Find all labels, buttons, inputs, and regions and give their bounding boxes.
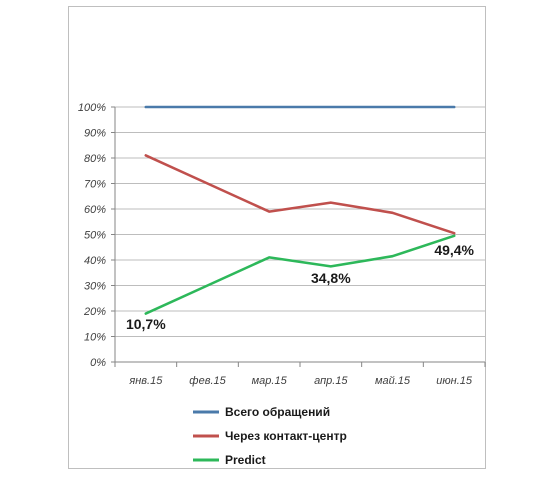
- series-line-3: [144, 234, 456, 315]
- data-label: 34,8%: [311, 270, 351, 286]
- series-line-2: [144, 154, 456, 235]
- y-tick-label: 40%: [84, 255, 106, 267]
- x-tick-label: апр.15: [314, 375, 348, 387]
- y-tick-label: 0%: [90, 357, 106, 369]
- y-tick-label: 90%: [84, 128, 106, 140]
- y-tick-label: 70%: [84, 179, 106, 191]
- data-label: 10,7%: [126, 316, 166, 332]
- legend-label: Через контакт-центр: [225, 429, 347, 443]
- y-tick-label: 50%: [84, 230, 106, 242]
- y-tick-label: 60%: [84, 204, 106, 216]
- x-tick-label: янв.15: [128, 375, 163, 387]
- chart-frame: [68, 6, 486, 469]
- legend-label: Всего обращений: [225, 405, 330, 419]
- y-tick-label: 30%: [84, 281, 106, 293]
- x-tick-label: фев.15: [189, 375, 226, 387]
- x-tick-label: июн.15: [436, 375, 473, 387]
- y-tick-label: 80%: [84, 153, 106, 165]
- y-tick-label: 20%: [83, 306, 106, 318]
- y-tick-label: 100%: [78, 102, 106, 114]
- legend-label: Predict: [225, 453, 266, 467]
- data-label: 49,4%: [434, 242, 474, 258]
- y-tick-label: 10%: [84, 332, 106, 344]
- x-tick-label: май.15: [375, 375, 411, 387]
- x-tick-label: мар.15: [252, 375, 288, 387]
